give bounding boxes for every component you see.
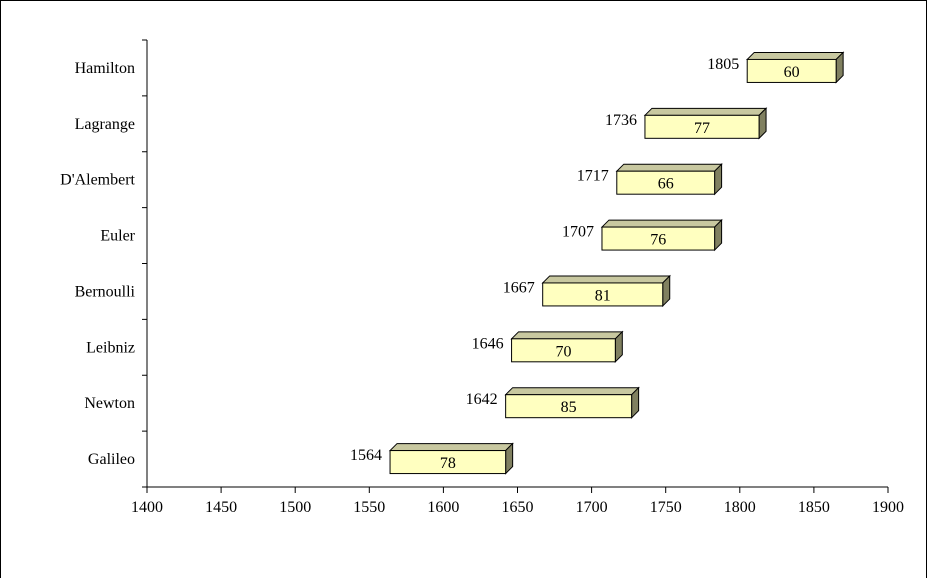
bar-front-face	[644, 114, 760, 139]
duration-label: 81	[595, 287, 611, 304]
bar	[541, 274, 671, 308]
x-tick-label: 1650	[502, 499, 534, 516]
x-tick-label: 1550	[353, 499, 385, 516]
y-axis: Hamilton Lagrange D'Alembert Euler Bernoulli…	[60, 39, 148, 488]
category-label: Bernoulli	[75, 283, 136, 300]
bar-front-face	[542, 282, 664, 307]
x-tick-label: 1400	[131, 499, 163, 516]
x-tick-label: 1750	[650, 499, 682, 516]
bar-front-face	[505, 394, 633, 419]
duration-label: 70	[555, 343, 571, 360]
x-tick-label: 1600	[427, 499, 459, 516]
category-label: Hamilton	[75, 60, 135, 77]
start-label: 1736	[605, 112, 637, 129]
duration-label: 78	[440, 455, 456, 472]
category-label: D'Alembert	[60, 172, 135, 189]
duration-label: 77	[694, 120, 710, 137]
x-tick-label: 1800	[724, 499, 756, 516]
category-label: Leibniz	[86, 339, 135, 356]
start-label: 1564	[350, 447, 382, 464]
bar-front-face	[511, 338, 616, 363]
bar-top-face	[746, 51, 845, 60]
start-label: 1717	[577, 168, 609, 185]
bar	[746, 51, 845, 84]
bar	[615, 162, 723, 196]
start-label: 1646	[472, 335, 504, 352]
bar-front-face	[389, 450, 507, 475]
bar-top-face	[510, 331, 624, 340]
duration-label: 76	[650, 232, 666, 249]
x-tick-label: 1850	[798, 499, 830, 516]
start-label: 1667	[503, 279, 535, 296]
bar-front-face	[616, 170, 716, 195]
bar-top-face	[504, 387, 640, 396]
bar	[388, 442, 514, 475]
x-tick-label: 1900	[872, 499, 904, 516]
bar-front-face	[601, 226, 716, 251]
duration-label: 66	[658, 176, 674, 193]
bars: 60 1805 77 1736 66 1717 76 1707 81 1667 70 1646 85 16…	[350, 51, 845, 475]
bar-top-face	[388, 443, 514, 452]
category-label: Newton	[84, 395, 135, 412]
x-axis: 1400 1450 1500 1550 1600 1650 1700 1750 1800 1850…	[131, 486, 904, 516]
bar	[510, 330, 624, 364]
start-label: 1707	[562, 224, 594, 241]
duration-label: 85	[561, 399, 577, 416]
category-label: Lagrange	[75, 116, 135, 133]
bar-top-face	[615, 163, 723, 172]
start-label: 1642	[466, 391, 498, 408]
start-label: 1805	[707, 56, 739, 73]
category-label: Euler	[100, 228, 135, 245]
bar-top-face	[541, 275, 671, 284]
bar-top-face	[643, 107, 768, 116]
bar	[504, 386, 640, 419]
bar	[600, 218, 723, 252]
bar	[643, 107, 768, 140]
category-label: Galileo	[88, 451, 135, 468]
duration-label: 60	[784, 64, 800, 81]
bar-top-face	[600, 219, 723, 228]
x-tick-label: 1500	[279, 499, 311, 516]
x-tick-label: 1450	[205, 499, 237, 516]
bar-front-face	[746, 58, 837, 83]
x-tick-label: 1700	[576, 499, 608, 516]
